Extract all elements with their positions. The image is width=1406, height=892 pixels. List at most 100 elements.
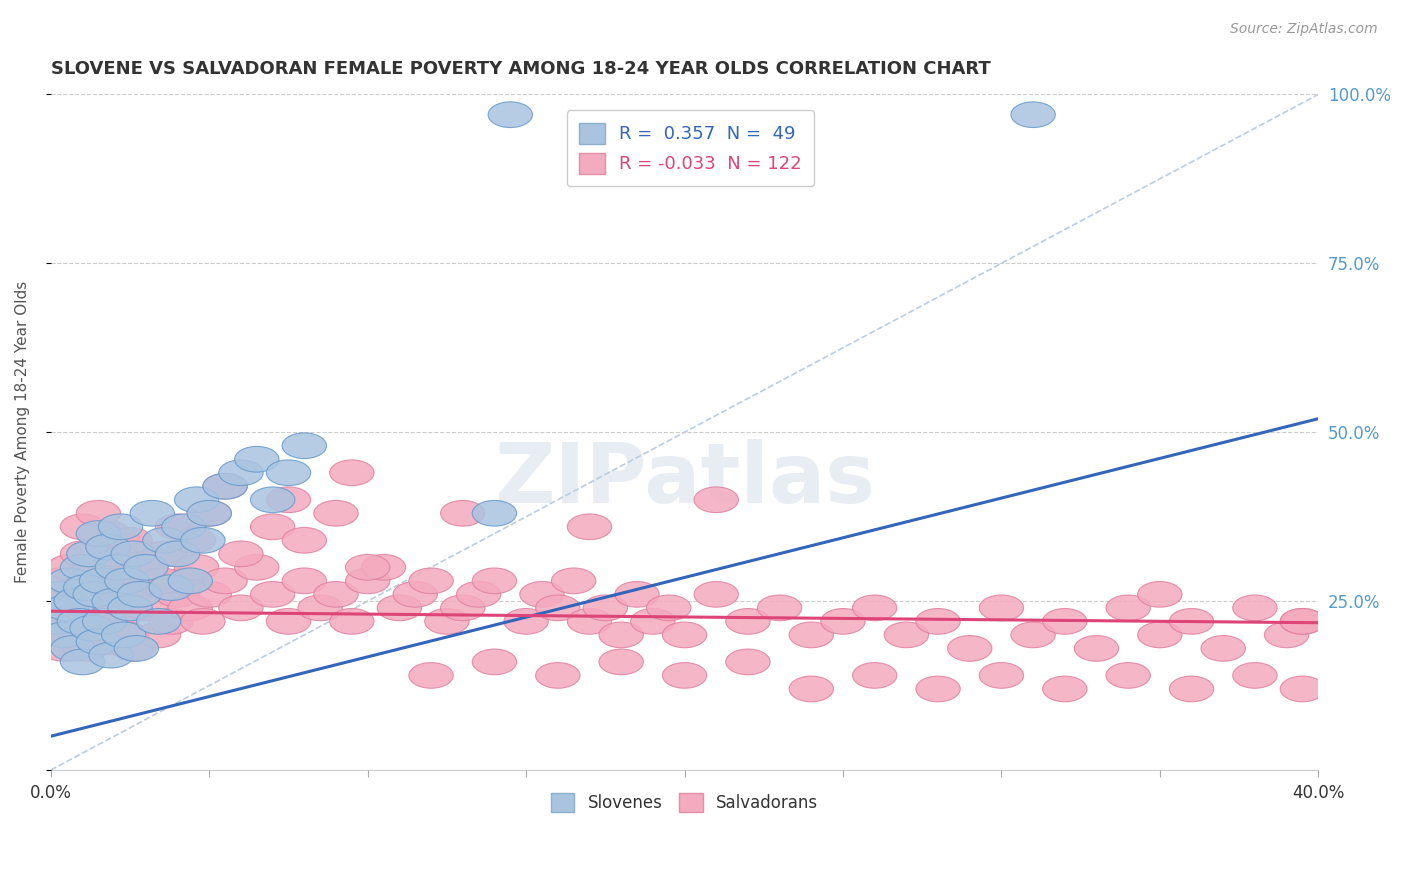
Ellipse shape [66, 541, 111, 566]
Ellipse shape [187, 582, 232, 607]
Ellipse shape [329, 460, 374, 485]
Ellipse shape [1107, 663, 1150, 689]
Ellipse shape [169, 568, 212, 594]
Ellipse shape [536, 595, 581, 621]
Ellipse shape [250, 514, 295, 540]
Ellipse shape [79, 568, 124, 594]
Ellipse shape [124, 595, 169, 621]
Ellipse shape [250, 582, 295, 607]
Ellipse shape [104, 568, 149, 594]
Ellipse shape [108, 527, 152, 553]
Ellipse shape [162, 514, 207, 540]
Ellipse shape [440, 595, 485, 621]
Ellipse shape [129, 568, 174, 594]
Ellipse shape [1170, 608, 1213, 634]
Ellipse shape [53, 582, 98, 607]
Ellipse shape [915, 676, 960, 702]
Ellipse shape [440, 500, 485, 526]
Ellipse shape [117, 555, 162, 580]
Ellipse shape [583, 595, 627, 621]
Ellipse shape [283, 527, 326, 553]
Ellipse shape [472, 649, 516, 674]
Ellipse shape [111, 541, 156, 566]
Ellipse shape [70, 595, 114, 621]
Ellipse shape [852, 663, 897, 689]
Ellipse shape [536, 663, 581, 689]
Ellipse shape [758, 595, 801, 621]
Ellipse shape [1011, 102, 1056, 128]
Ellipse shape [108, 595, 152, 621]
Ellipse shape [63, 636, 108, 661]
Ellipse shape [219, 541, 263, 566]
Ellipse shape [48, 568, 91, 594]
Text: ZIPatlas: ZIPatlas [494, 439, 875, 520]
Ellipse shape [98, 514, 143, 540]
Ellipse shape [394, 582, 437, 607]
Ellipse shape [174, 487, 219, 513]
Ellipse shape [283, 433, 326, 458]
Ellipse shape [599, 649, 644, 674]
Ellipse shape [91, 588, 136, 614]
Ellipse shape [1233, 595, 1277, 621]
Ellipse shape [1233, 663, 1277, 689]
Ellipse shape [136, 622, 181, 648]
Ellipse shape [181, 527, 225, 553]
Ellipse shape [89, 642, 134, 668]
Ellipse shape [1074, 636, 1119, 661]
Ellipse shape [89, 629, 134, 655]
Ellipse shape [266, 608, 311, 634]
Ellipse shape [409, 568, 453, 594]
Ellipse shape [129, 500, 174, 526]
Ellipse shape [599, 622, 644, 648]
Ellipse shape [1281, 608, 1324, 634]
Ellipse shape [38, 568, 83, 594]
Ellipse shape [35, 608, 79, 634]
Ellipse shape [662, 663, 707, 689]
Ellipse shape [202, 474, 247, 500]
Ellipse shape [235, 446, 278, 472]
Ellipse shape [1281, 608, 1324, 634]
Ellipse shape [162, 568, 207, 594]
Ellipse shape [979, 595, 1024, 621]
Ellipse shape [1043, 676, 1087, 702]
Ellipse shape [472, 568, 516, 594]
Ellipse shape [631, 608, 675, 634]
Ellipse shape [725, 649, 770, 674]
Ellipse shape [156, 582, 200, 607]
Ellipse shape [614, 582, 659, 607]
Ellipse shape [915, 608, 960, 634]
Ellipse shape [149, 608, 194, 634]
Ellipse shape [83, 608, 127, 634]
Ellipse shape [488, 102, 533, 128]
Ellipse shape [79, 568, 124, 594]
Ellipse shape [45, 595, 89, 621]
Ellipse shape [314, 582, 359, 607]
Ellipse shape [48, 555, 91, 580]
Ellipse shape [647, 595, 690, 621]
Ellipse shape [156, 514, 200, 540]
Ellipse shape [63, 574, 108, 600]
Ellipse shape [86, 521, 129, 547]
Ellipse shape [76, 521, 121, 547]
Ellipse shape [91, 541, 136, 566]
Ellipse shape [58, 608, 101, 634]
Ellipse shape [1201, 636, 1246, 661]
Ellipse shape [551, 568, 596, 594]
Ellipse shape [425, 608, 470, 634]
Ellipse shape [73, 555, 117, 580]
Ellipse shape [41, 622, 86, 648]
Ellipse shape [948, 636, 991, 661]
Ellipse shape [266, 460, 311, 485]
Text: Source: ZipAtlas.com: Source: ZipAtlas.com [1230, 22, 1378, 37]
Ellipse shape [108, 534, 152, 560]
Ellipse shape [156, 541, 200, 566]
Ellipse shape [1043, 608, 1087, 634]
Ellipse shape [202, 568, 247, 594]
Ellipse shape [66, 574, 111, 600]
Ellipse shape [38, 582, 83, 607]
Ellipse shape [852, 595, 897, 621]
Ellipse shape [1137, 622, 1182, 648]
Ellipse shape [45, 588, 89, 614]
Ellipse shape [472, 500, 516, 526]
Ellipse shape [695, 487, 738, 513]
